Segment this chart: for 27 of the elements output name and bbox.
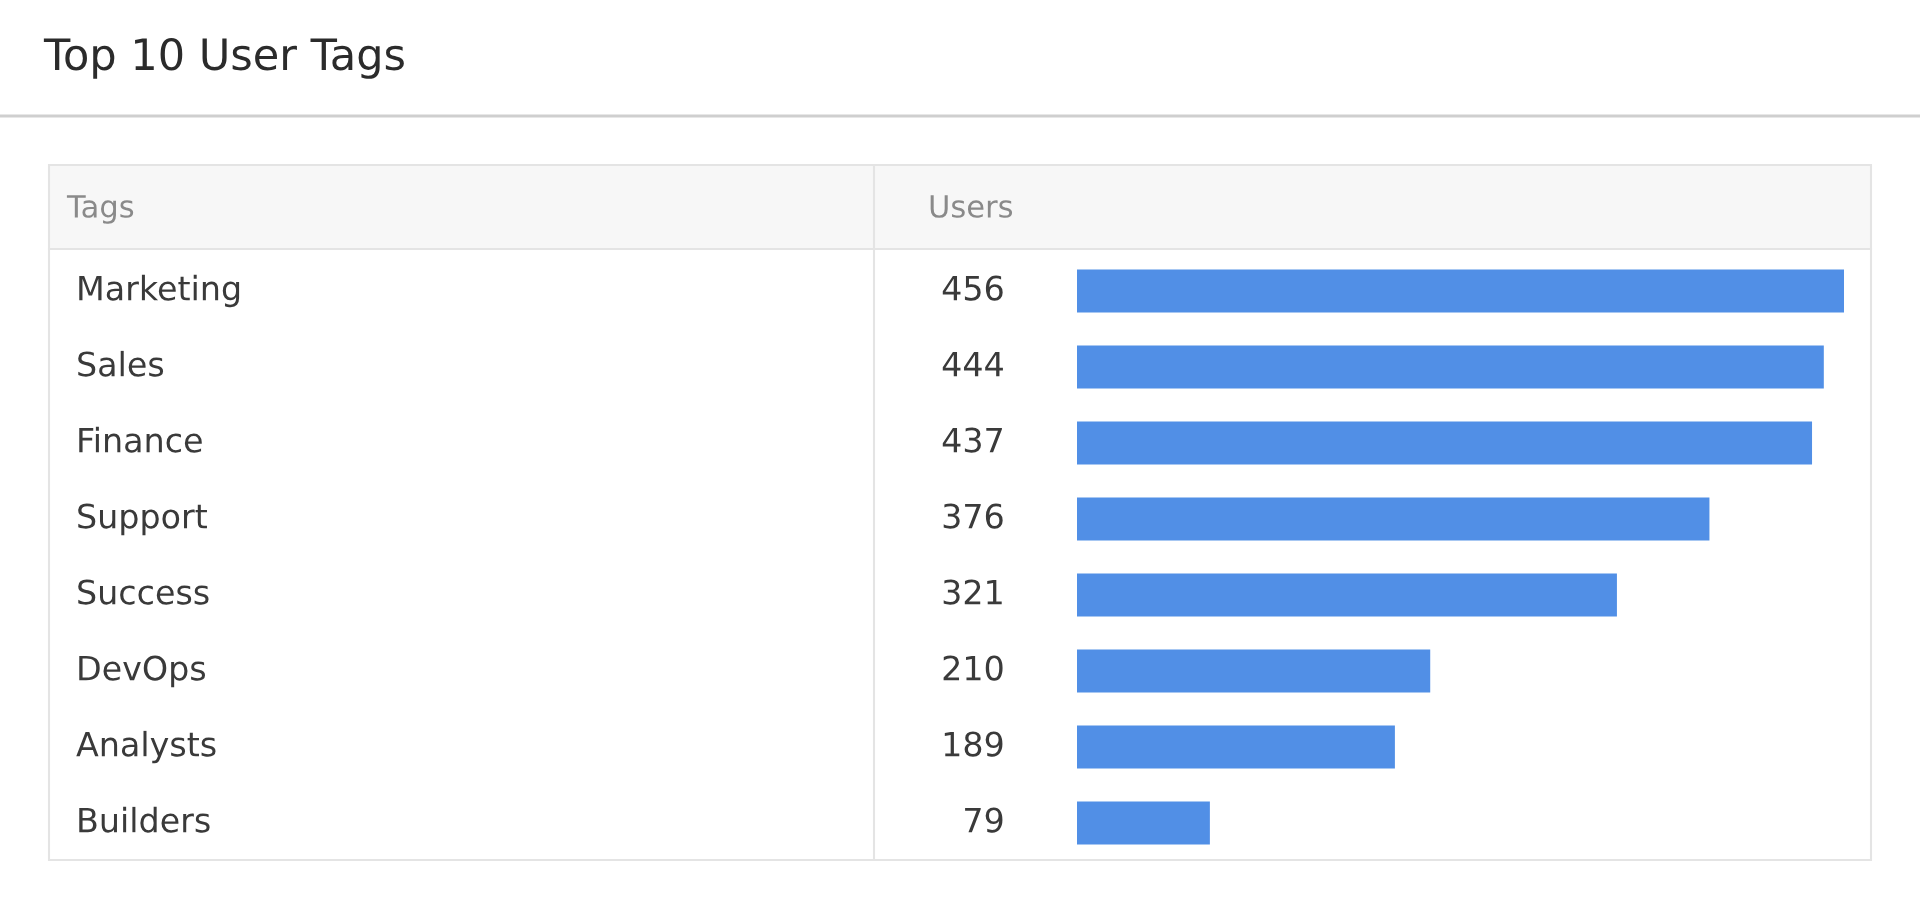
x-axis-title: Users [930,195,1013,218]
data-label: 79 [965,807,1003,833]
bar [1077,573,1617,617]
bar [1077,345,1824,389]
bar [1077,725,1395,769]
data-label: 444 [942,351,1003,377]
y-axis-title: Tags [66,195,134,224]
data-label: 437 [942,427,1002,453]
data-label: 210 [943,655,1003,681]
y-tick-label: Sales [78,350,164,377]
y-tick-label: Finance [79,426,202,453]
bar [1077,421,1813,465]
y-tick-label: DevOps [79,655,206,688]
data-label: 456 [942,275,1003,301]
y-tick-label: Marketing [79,274,240,308]
data-label: 321 [943,579,1002,605]
bar [1077,801,1210,845]
bar [1077,497,1710,541]
text: Top 10 User Tags [43,37,404,79]
y-tick-label: Analysts [76,730,216,764]
bar [1077,649,1431,693]
data-label: 376 [943,503,1003,529]
y-tick-label: Success [78,579,209,605]
bar [1077,269,1844,313]
data-label: 189 [944,731,1003,757]
y-tick-label: Builders [79,806,210,833]
y-tick-label: Support [78,503,207,536]
